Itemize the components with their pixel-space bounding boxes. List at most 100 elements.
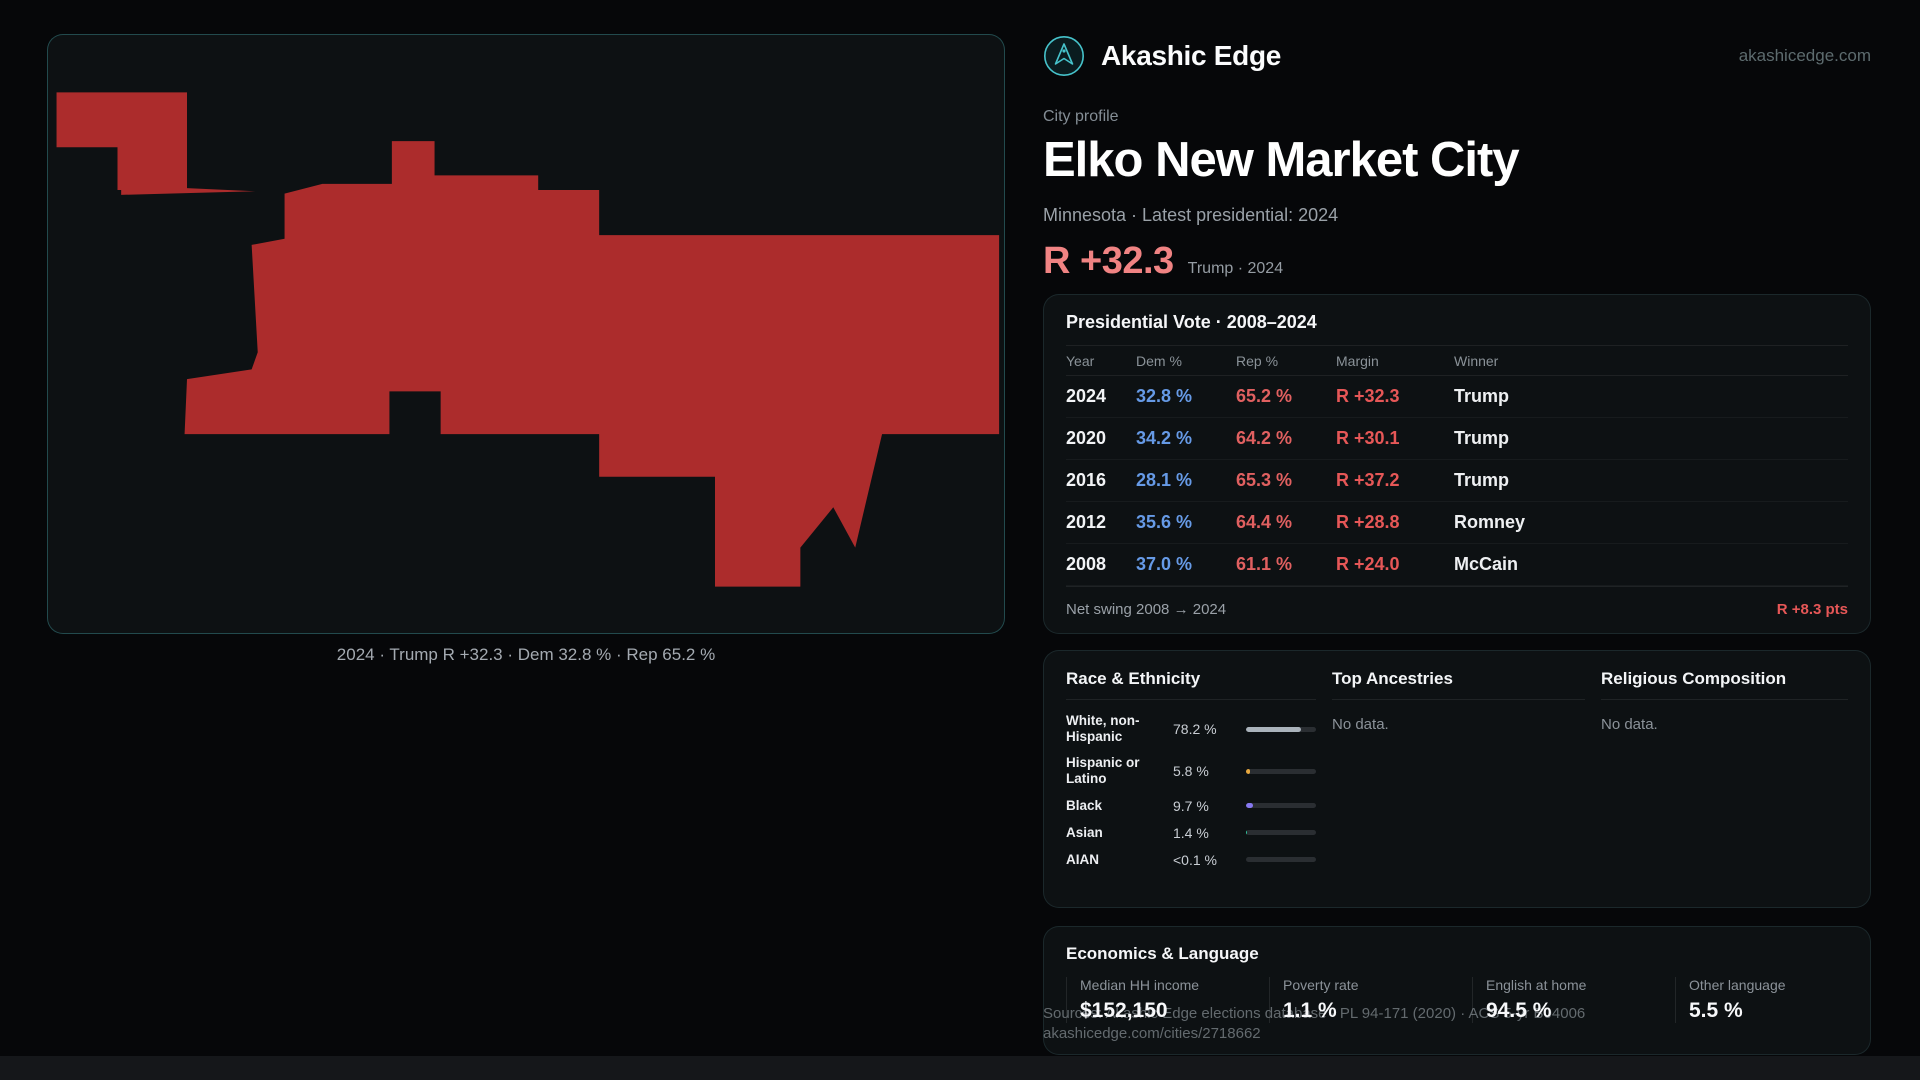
table-row: 2020 34.2 % 64.2 % R +30.1 Trump (1066, 418, 1848, 460)
cell-dem: 35.6 % (1136, 512, 1193, 532)
economics-panel: Economics & Language Median HH income $1… (1043, 926, 1871, 1055)
cell-year: 2016 (1066, 470, 1107, 490)
religion-empty: No data. (1601, 716, 1658, 733)
page-subtitle: Minnesota · Latest presidential: 2024 (1043, 205, 1339, 225)
race-bar (1246, 830, 1316, 835)
cell-winner: Trump (1454, 386, 1510, 406)
race-row: Hispanic or Latino 5.8 % (1066, 750, 1316, 792)
race-row: Asian 1.4 % (1066, 819, 1316, 846)
ancestries-column: Top Ancestries No data. (1332, 651, 1585, 907)
bottom-edge (0, 1056, 1920, 1080)
race-label: Asian (1066, 824, 1103, 840)
map-caption: 2024 · Trump R +32.3 · Dem 32.8 % · Rep … (336, 645, 716, 664)
headline-margin: R +32.3 (1043, 240, 1174, 282)
presidential-vote-panel: Presidential Vote · 2008–2024 Year Dem %… (1043, 294, 1871, 634)
net-swing-row: Net swing 2008 → 2024 R +8.3 pts (1066, 586, 1848, 632)
cell-winner: Romney (1454, 512, 1526, 532)
cell-dem: 32.8 % (1136, 386, 1193, 406)
net-swing-label: Net swing 2008 → 2024 (1066, 601, 1227, 618)
col-dem: Dem % (1136, 352, 1182, 369)
net-swing-value: R +8.3 pts (1776, 601, 1848, 618)
cell-rep: 61.1 % (1236, 554, 1293, 574)
col-rep: Rep % (1236, 352, 1279, 369)
economics-stats: Median HH income $152,150 Poverty rate 1… (1066, 977, 1848, 1023)
page-title: Elko New Market City (1043, 133, 1520, 187)
race-ethnicity-column: Race & Ethnicity White, non-Hispanic 78.… (1066, 651, 1316, 907)
ancestries-empty: No data. (1332, 716, 1389, 733)
cell-winner: McCain (1454, 554, 1519, 574)
headline-margin-block: R +32.3 Trump · 2024 (1043, 240, 1283, 283)
race-label: AIAN (1066, 851, 1099, 867)
brand-name: Akashic Edge (1101, 40, 1282, 71)
footer-permalink[interactable]: akashicedge.com/cities/2718662 (1043, 1025, 1261, 1042)
cell-dem: 34.2 % (1136, 428, 1193, 448)
cell-year: 2012 (1066, 512, 1107, 532)
table-row: 2012 35.6 % 64.4 % R +28.8 Romney (1066, 502, 1848, 544)
demographics-panel: Race & Ethnicity White, non-Hispanic 78.… (1043, 650, 1871, 908)
city-shape-exclave (56, 92, 188, 190)
cell-margin: R +32.3 (1336, 386, 1400, 406)
stat-value: 94.5 % (1486, 999, 1552, 1022)
stat-label: English at home (1486, 977, 1587, 993)
stat-poverty-rate: Poverty rate 1.1 % (1269, 977, 1472, 1023)
headline-context: Trump · 2024 (1187, 260, 1284, 277)
stat-english-at-home: English at home 94.5 % (1472, 977, 1675, 1023)
religion-column: Religious Composition No data. (1601, 651, 1848, 907)
cell-rep: 65.2 % (1236, 386, 1293, 406)
table-header: Year Dem % Rep % Margin Winner (1066, 346, 1848, 376)
cell-dem: 37.0 % (1136, 554, 1193, 574)
cell-year: 2008 (1066, 554, 1107, 574)
cell-margin: R +30.1 (1336, 428, 1400, 448)
economics-panel-title: Economics & Language (1066, 944, 1259, 963)
race-bar (1246, 726, 1316, 732)
race-row: AIAN <0.1 % (1066, 846, 1316, 873)
race-ethnicity-title: Race & Ethnicity (1066, 651, 1316, 700)
city-shape-sliver (121, 185, 256, 195)
table-row: 2016 28.1 % 65.3 % R +37.2 Trump (1066, 460, 1848, 502)
city-map (56, 92, 1000, 587)
stat-other-language: Other language 5.5 % (1675, 977, 1848, 1023)
stat-label: Poverty rate (1283, 977, 1359, 993)
race-row: White, non-Hispanic 78.2 % (1066, 708, 1316, 750)
stat-label: Other language (1689, 977, 1786, 993)
stat-median-income: Median HH income $152,150 (1066, 977, 1269, 1023)
ancestries-title: Top Ancestries (1332, 651, 1585, 700)
stat-label: Median HH income (1080, 977, 1200, 993)
race-label: Black (1066, 797, 1103, 813)
table-row: 2024 32.8 % 65.2 % R +32.3 Trump (1066, 376, 1848, 418)
brand-header: Akashic Edge akashicedge.com (1043, 32, 1871, 80)
cell-margin: R +37.2 (1336, 470, 1400, 490)
race-value: 78.2 % (1173, 721, 1217, 737)
cell-dem: 28.1 % (1136, 470, 1193, 490)
cell-margin: R +24.0 (1336, 554, 1400, 574)
stat-value: $152,150 (1080, 999, 1168, 1022)
table-row: 2008 37.0 % 61.1 % R +24.0 McCain (1066, 544, 1848, 586)
footer: Sources: Akashic Edge elections database… (1043, 1004, 1871, 1044)
col-margin: Margin (1336, 352, 1379, 369)
cell-rep: 64.2 % (1236, 428, 1293, 448)
race-bar (1246, 803, 1316, 808)
map-panel (47, 34, 1005, 634)
stat-value: 5.5 % (1689, 999, 1743, 1022)
city-shape-main (184, 141, 1000, 587)
race-label: Hispanic or Latino (1066, 755, 1140, 786)
brand-logo-icon (1043, 35, 1085, 77)
race-label: White, non-Hispanic (1066, 713, 1140, 744)
cell-rep: 65.3 % (1236, 470, 1293, 490)
col-winner: Winner (1454, 352, 1499, 369)
footer-sources: Sources: Akashic Edge elections database… (1043, 1005, 1586, 1022)
col-year: Year (1066, 352, 1095, 369)
religion-title: Religious Composition (1601, 651, 1848, 700)
race-bar (1246, 768, 1316, 774)
race-value: 9.7 % (1173, 797, 1209, 814)
race-value: 1.4 % (1173, 824, 1209, 841)
race-row: Black 9.7 % (1066, 792, 1316, 819)
race-bar (1246, 857, 1316, 862)
stat-value: 1.1 % (1283, 999, 1337, 1022)
presidential-panel-title: Presidential Vote · 2008–2024 (1066, 295, 1848, 346)
race-rows: White, non-Hispanic 78.2 % Hispanic or L… (1066, 708, 1316, 873)
cell-margin: R +28.8 (1336, 512, 1400, 532)
cell-rep: 64.4 % (1236, 512, 1293, 532)
brand-domain-link[interactable]: akashicedge.com (1738, 46, 1871, 65)
